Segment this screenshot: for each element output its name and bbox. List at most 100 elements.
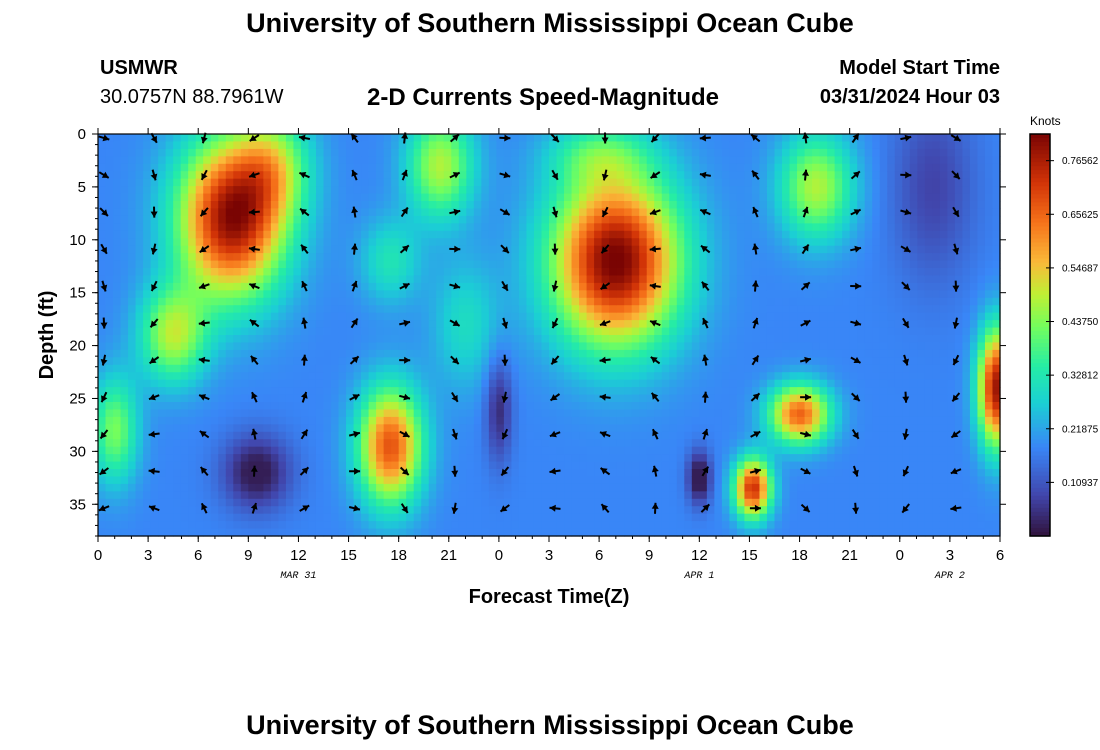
heatmap-cell — [195, 409, 204, 418]
heatmap-cell — [413, 416, 422, 425]
heatmap-cell — [331, 215, 340, 224]
heatmap-cell — [616, 260, 625, 269]
heatmap-cell — [503, 260, 513, 269]
heatmap-cell — [338, 491, 347, 500]
heatmap-cell — [285, 416, 295, 425]
heatmap-cell — [248, 454, 257, 463]
heatmap-cell — [338, 335, 347, 344]
heatmap-cell — [173, 156, 182, 165]
heatmap-cell — [624, 461, 633, 470]
heatmap-cell — [721, 282, 730, 291]
heatmap-cell — [676, 268, 685, 277]
heatmap-cell — [240, 506, 249, 515]
heatmap-cell — [315, 476, 325, 485]
heatmap-cell — [744, 148, 753, 157]
heatmap-cell — [624, 357, 633, 366]
heatmap-cell — [376, 446, 385, 455]
heatmap-cell — [361, 379, 370, 388]
heatmap-cell — [766, 521, 776, 530]
heatmap-cell — [443, 446, 452, 455]
heatmap-cell — [684, 186, 693, 195]
heatmap-cell — [165, 446, 174, 455]
heatmap-cell — [346, 364, 355, 373]
heatmap-cell — [143, 305, 152, 314]
heatmap-cell — [669, 528, 678, 537]
heatmap-cell — [571, 431, 580, 440]
heatmap-cell — [526, 506, 535, 515]
heatmap-cell — [639, 238, 648, 247]
heatmap-cell — [113, 320, 122, 329]
heatmap-cell — [473, 320, 482, 329]
heatmap-cell — [782, 134, 791, 143]
heatmap-cell — [436, 297, 445, 306]
heatmap-cell — [135, 491, 144, 500]
heatmap-cell — [654, 238, 663, 247]
heatmap-cell — [428, 528, 437, 537]
heatmap-cell — [646, 461, 655, 470]
heatmap-cell — [586, 498, 595, 507]
heatmap-cell — [759, 357, 768, 366]
heatmap-cell — [120, 424, 129, 433]
heatmap-cell — [631, 223, 640, 232]
heatmap-cell — [751, 275, 761, 284]
heatmap-cell — [669, 260, 678, 269]
heatmap-cell — [706, 528, 715, 537]
heatmap-cell — [699, 156, 708, 165]
heatmap-cell — [128, 208, 137, 217]
heatmap-cell — [120, 201, 129, 210]
heatmap-cell — [240, 402, 249, 411]
heatmap-cell — [503, 186, 513, 195]
heatmap-cell — [263, 461, 272, 470]
heatmap-cell — [346, 312, 355, 321]
heatmap-cell — [263, 469, 272, 478]
heatmap-cell — [526, 327, 535, 336]
heatmap-cell — [346, 186, 355, 195]
heatmap-cell — [143, 372, 152, 381]
heatmap-cell — [278, 357, 287, 366]
heatmap-cell — [511, 178, 520, 187]
heatmap-cell — [413, 156, 422, 165]
heatmap-cell — [549, 335, 558, 344]
heatmap-cell — [240, 275, 249, 284]
heatmap-cell — [346, 454, 355, 463]
heatmap-cell — [285, 431, 295, 440]
heatmap-cell — [255, 483, 264, 492]
heatmap-cell — [428, 409, 437, 418]
heatmap-cell — [601, 327, 610, 336]
heatmap-cell — [661, 446, 670, 455]
heatmap-cell — [473, 491, 482, 500]
heatmap-cell — [706, 193, 715, 202]
heatmap-cell — [646, 513, 655, 522]
heatmap-cell — [669, 461, 678, 470]
heatmap-cell — [353, 282, 362, 291]
heatmap-cell — [143, 268, 152, 277]
heatmap-cell — [436, 156, 445, 165]
heatmap-cell — [346, 469, 355, 478]
heatmap-cell — [308, 379, 317, 388]
heatmap-cell — [120, 186, 129, 195]
heatmap-cell — [413, 238, 422, 247]
heatmap-cell — [533, 349, 543, 358]
heatmap-cell — [721, 245, 730, 254]
heatmap-cell — [391, 469, 400, 478]
heatmap-cell — [759, 245, 768, 254]
heatmap-cell — [721, 335, 730, 344]
heatmap-cell — [233, 498, 242, 507]
heatmap-cell — [331, 439, 340, 448]
heatmap-cell — [684, 469, 693, 478]
heatmap-cell — [376, 134, 385, 143]
heatmap-cell — [180, 245, 189, 254]
heatmap-cell — [346, 163, 355, 172]
heatmap-cell — [383, 409, 392, 418]
heatmap-cell — [413, 305, 422, 314]
heatmap-cell — [165, 148, 174, 157]
heatmap-cell — [669, 469, 678, 478]
heatmap-cell — [526, 186, 535, 195]
heatmap-cell — [240, 253, 249, 262]
heatmap-cell — [263, 379, 272, 388]
heatmap-cell — [714, 402, 723, 411]
heatmap-cell — [300, 528, 310, 537]
heatmap-cell — [406, 327, 415, 336]
heatmap-cell — [721, 208, 730, 217]
heatmap-cell — [436, 431, 445, 440]
